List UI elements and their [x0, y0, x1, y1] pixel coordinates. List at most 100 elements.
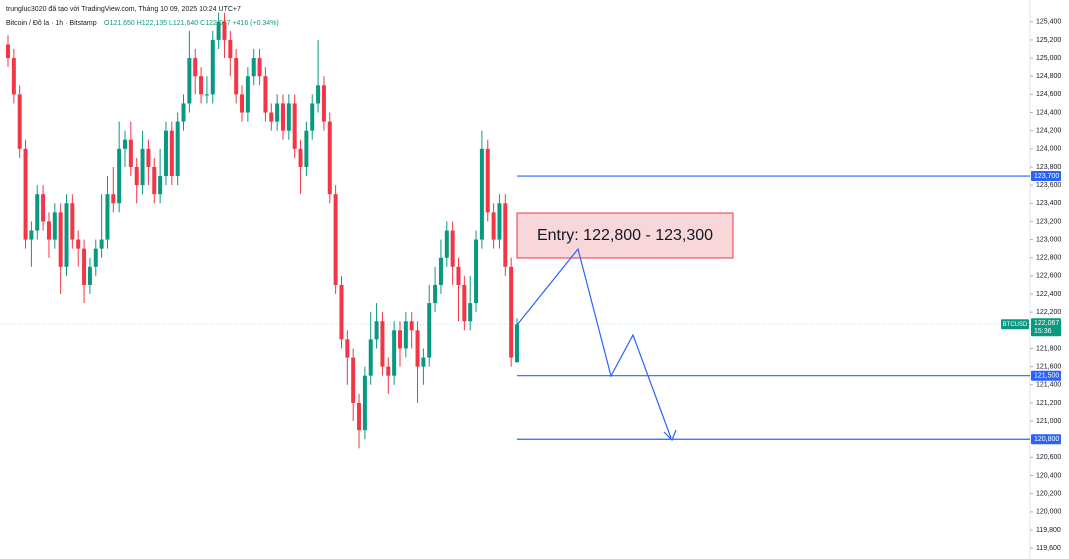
y-tick-label: 123,800 [1036, 164, 1061, 171]
candle-body [479, 148, 484, 240]
y-tick-label: 125,400 [1036, 19, 1061, 26]
candle-body [169, 130, 174, 177]
candle-body [216, 21, 221, 40]
candle-body [140, 148, 145, 186]
candle-body [497, 203, 502, 240]
candle-body [29, 230, 34, 240]
y-tick-label: 119,800 [1036, 527, 1061, 534]
level-label: 120,800 [1034, 436, 1059, 443]
ohlc: O121,650 H122,135 L121,640 C122,067 +416… [104, 20, 279, 27]
y-tick-label: 123,200 [1036, 218, 1061, 225]
y-tick-label: 124,400 [1036, 109, 1061, 116]
candle-body [35, 194, 40, 231]
entry-box [516, 212, 734, 259]
candle-body [64, 203, 69, 267]
candle-body [123, 139, 128, 149]
candle-body [292, 103, 297, 149]
symbol-tag [1001, 319, 1029, 330]
y-tick-label: 125,200 [1036, 37, 1061, 44]
symbol: Bitcoin / Đô la · 1h · Bitstamp [6, 20, 97, 27]
candle-body [187, 58, 192, 104]
candle-body [339, 284, 344, 340]
y-tick-label: 119,600 [1036, 545, 1061, 552]
y-tick-label: 124,000 [1036, 146, 1061, 153]
candle-body [321, 85, 326, 122]
candle-body [427, 303, 432, 358]
candle-body [175, 121, 180, 177]
candle-body [41, 194, 46, 222]
y-tick-label: 121,800 [1036, 345, 1061, 352]
y-tick-label: 124,200 [1036, 128, 1061, 135]
candle-body [52, 212, 57, 240]
y-tick-label: 120,200 [1036, 491, 1061, 498]
y-tick-label: 124,600 [1036, 91, 1061, 98]
candle-body [415, 330, 420, 367]
candle-body [199, 76, 204, 95]
countdown-label: 15:36 [1034, 328, 1052, 335]
candle-body [111, 194, 116, 204]
candle-body [228, 39, 233, 59]
projection-path [516, 247, 672, 439]
y-tick-label: 120,000 [1036, 509, 1061, 516]
candle-body [263, 76, 268, 113]
y-tick-label: 121,200 [1036, 400, 1061, 407]
candle-body [17, 94, 22, 149]
level-tag [1031, 171, 1061, 182]
candle-body [204, 94, 209, 96]
y-tick-label: 121,600 [1036, 363, 1061, 370]
candle-body [392, 330, 397, 376]
y-tick-label: 122,800 [1036, 255, 1061, 262]
candle-body [438, 257, 443, 285]
candle-body [158, 176, 163, 195]
candle-body [46, 221, 51, 240]
candle-body [234, 58, 239, 95]
candle-body [257, 58, 262, 77]
y-tick-label: 123,400 [1036, 200, 1061, 207]
candle-body [474, 239, 479, 304]
candle-body [304, 130, 309, 167]
candle-body [23, 148, 28, 240]
candle-body [421, 357, 426, 367]
candle-body [286, 103, 291, 131]
y-tick-label: 125,000 [1036, 55, 1061, 62]
candle-body [456, 266, 461, 285]
candle-body [509, 266, 514, 358]
y-tick-label: 121,000 [1036, 418, 1061, 425]
candle-body [380, 321, 385, 367]
y-tick-label: 120,400 [1036, 472, 1061, 479]
candle-body [128, 139, 133, 167]
candle-body [357, 402, 362, 431]
level-tag [1031, 434, 1061, 445]
candle-body [134, 166, 139, 186]
candle-body [146, 148, 151, 167]
entry-label: Entry: 122,800 - 123,300 [537, 227, 713, 244]
projection-arrowhead [663, 429, 677, 442]
candle-body [403, 321, 408, 349]
candle-body [368, 339, 373, 376]
candle-body [491, 212, 496, 240]
candle-body [450, 230, 455, 267]
candle-body [240, 94, 245, 113]
candle-body [316, 85, 321, 104]
y-tick-label: 122,200 [1036, 309, 1061, 316]
level-label: 123,700 [1034, 173, 1059, 180]
level-tag [1031, 370, 1061, 381]
candle-body [181, 103, 186, 122]
candle-body [193, 58, 198, 77]
candle-body [386, 366, 391, 376]
level-label: 121,500 [1034, 373, 1059, 380]
candle-body [362, 375, 367, 431]
y-tick-label: 123,000 [1036, 236, 1061, 243]
candle-body [87, 266, 92, 285]
price-tag [1031, 318, 1061, 337]
candle-body [310, 103, 315, 131]
candle-body [82, 248, 87, 285]
candle-body [251, 58, 256, 77]
candle-body [58, 212, 63, 267]
candle-body [468, 303, 473, 322]
y-tick-label: 124,800 [1036, 73, 1061, 80]
candle-body [6, 44, 10, 59]
